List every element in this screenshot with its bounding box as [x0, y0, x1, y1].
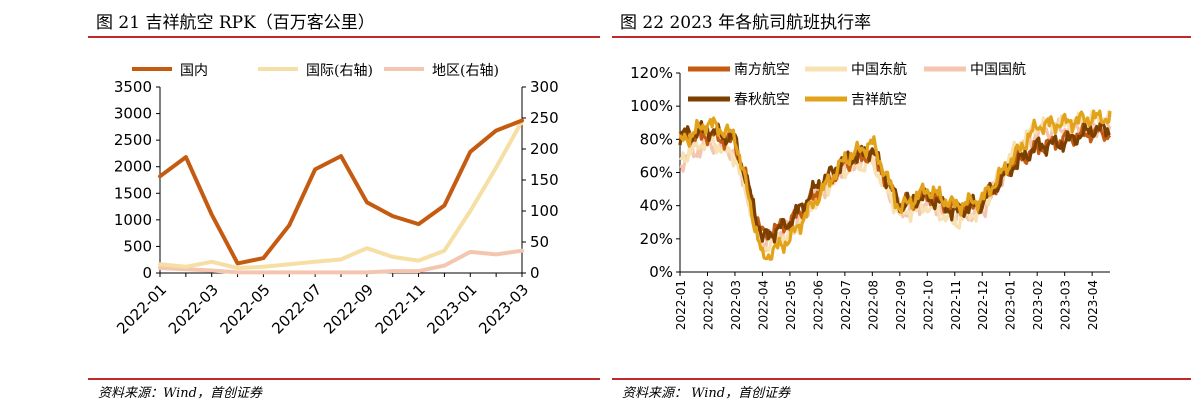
- y-tick-label-right: 50: [530, 233, 549, 251]
- legend-label-2: 国际(右轴): [306, 63, 373, 79]
- x-tick-label: 2022-07: [839, 280, 853, 330]
- y-tick-label: 120%: [630, 64, 673, 82]
- y-tick-label-right: 300: [530, 78, 559, 96]
- x-tick-label: 2022-06: [811, 280, 825, 330]
- legend-label-3: 地区(右轴): [432, 63, 499, 79]
- series-line-3: [158, 248, 524, 275]
- series-line-1: [158, 118, 524, 266]
- x-tick-label: 2022-12: [976, 280, 990, 330]
- x-tick-label: 2022-10: [921, 280, 935, 330]
- y-tick-label-left: 500: [123, 237, 152, 255]
- y-tick-label: 20%: [640, 230, 673, 248]
- y-tick-label: 100%: [630, 97, 673, 115]
- left-chart-title: 图 21 吉祥航空 RPK（百万客公里）: [96, 13, 375, 33]
- x-tick-label: 2023-03: [1059, 280, 1073, 330]
- x-tick-label: 2022-03: [729, 280, 743, 330]
- right-chart-title: 图 22 2023 年各航司航班执行率: [620, 13, 872, 33]
- right-title-rule: [612, 36, 1191, 38]
- y-tick-label-right: 0: [530, 264, 540, 282]
- legend-label-4: 春秋航空: [734, 92, 790, 108]
- left-source-note: 资料来源：Wind，首创证券: [98, 386, 262, 401]
- y-tick-label: 60%: [640, 164, 673, 182]
- y-tick-label-left: 3000: [114, 105, 152, 123]
- x-tick-label: 2022-01: [674, 280, 688, 330]
- legend-label-1: 国内: [180, 63, 208, 79]
- x-tick-label: 2022-04: [756, 280, 770, 330]
- series-line-2: [158, 119, 524, 270]
- right-source-rule: [612, 378, 1191, 380]
- y-tick-label-left: 2000: [114, 158, 152, 176]
- y-tick-label: 80%: [640, 130, 673, 148]
- left-source-rule: [88, 378, 600, 380]
- y-tick-label-right: 200: [530, 140, 559, 158]
- right-source-note: 资料来源： Wind，首创证券: [622, 386, 791, 401]
- y-tick-label-left: 1000: [114, 211, 152, 229]
- legend-label-2: 中国东航: [851, 62, 907, 78]
- y-tick-label-right: 100: [530, 202, 559, 220]
- y-tick-label-left: 0: [142, 264, 152, 282]
- legend-label-5: 吉祥航空: [851, 92, 907, 108]
- y-tick-label: 40%: [640, 197, 673, 215]
- x-tick-label: 2023-01: [1004, 280, 1018, 330]
- x-tick-label: 2023-04: [1086, 280, 1100, 330]
- y-tick-label-right: 250: [530, 109, 559, 127]
- y-tick-label-left: 2500: [114, 131, 152, 149]
- y-tick-label-right: 150: [530, 171, 559, 189]
- x-tick-label: 2022-11: [949, 280, 963, 330]
- series-line-5: [678, 109, 1112, 261]
- legend-label-3: 中国国航: [970, 62, 1026, 78]
- x-tick-label: 2022-05: [784, 280, 798, 330]
- x-tick-label: 2023-02: [1031, 280, 1045, 330]
- y-tick-label-left: 3500: [114, 78, 152, 96]
- left-title-rule: [88, 36, 600, 38]
- x-tick-label: 2022-08: [866, 280, 880, 330]
- x-tick-label: 2022-02: [701, 280, 715, 330]
- x-tick-label: 2022-09: [894, 280, 908, 330]
- y-tick-label: 0%: [649, 263, 673, 281]
- y-tick-label-left: 1500: [114, 184, 152, 202]
- legend-label-1: 南方航空: [734, 62, 790, 78]
